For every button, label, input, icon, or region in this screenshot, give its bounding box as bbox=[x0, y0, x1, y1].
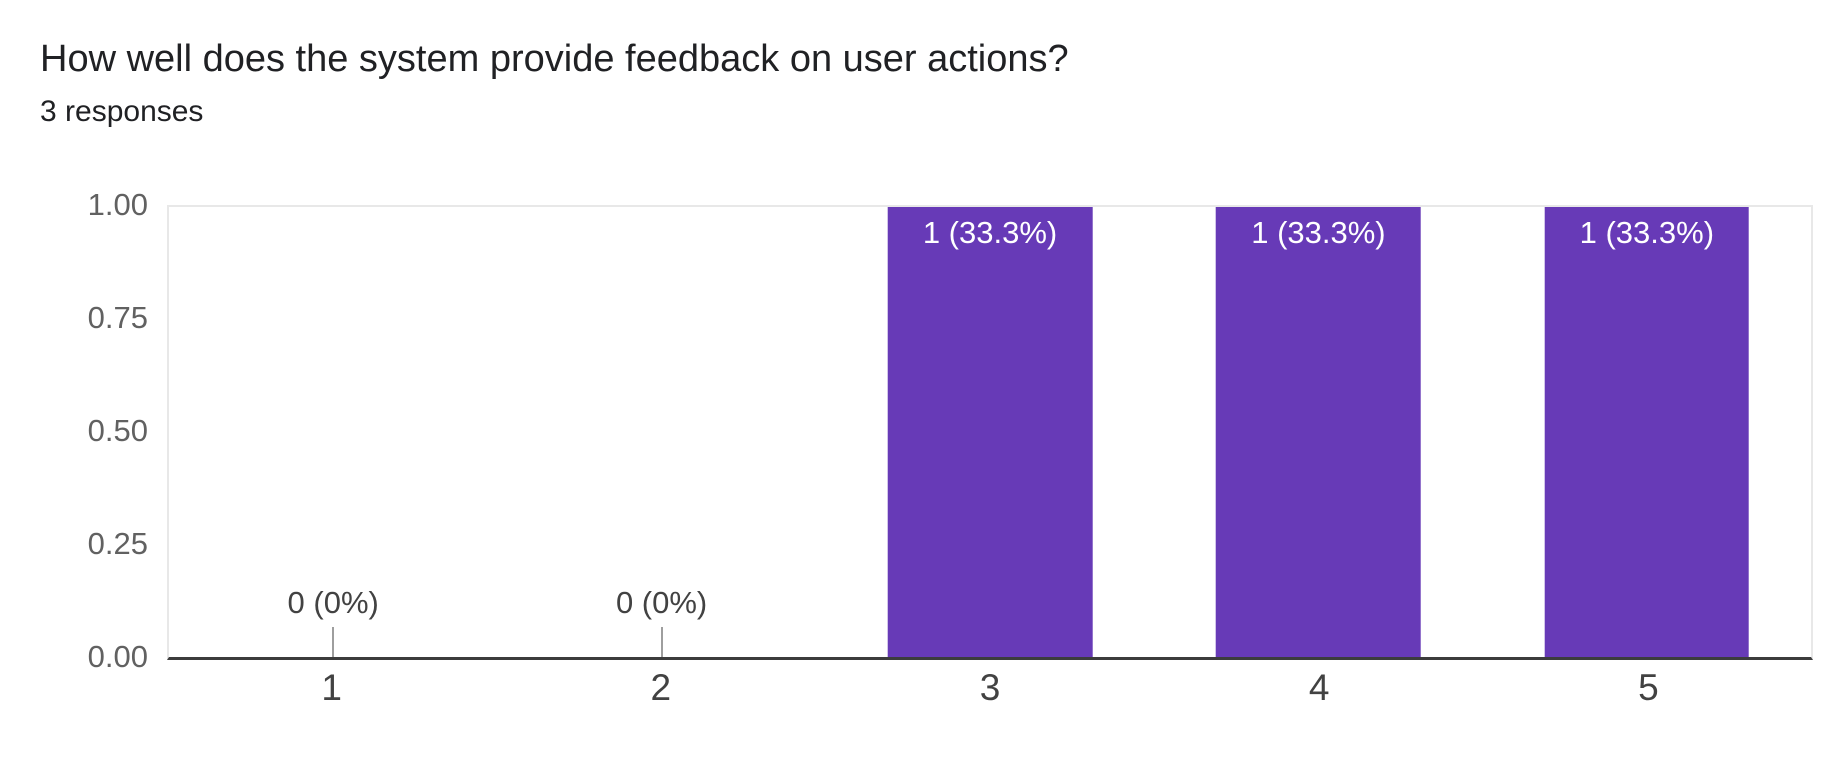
y-tick-label: 0.50 bbox=[87, 413, 148, 448]
y-tick-label: 0.75 bbox=[87, 300, 148, 335]
x-tick-label: 1 bbox=[321, 667, 342, 708]
bar-category-5[interactable]: 1 (33.3%) bbox=[1544, 207, 1750, 657]
y-tick-label: 0.00 bbox=[87, 639, 148, 674]
category-slot-2: 0 (0%) bbox=[497, 207, 825, 657]
bar-category-3[interactable]: 1 (33.3%) bbox=[887, 207, 1093, 657]
category-slot-5: 1 (33.3%) bbox=[1483, 207, 1811, 657]
bar-value-label: 1 (33.3%) bbox=[922, 215, 1058, 250]
plot-area: 0 (0%) 0 (0%) 1 (33.3%) 1 (33.3%) 1 (33.… bbox=[167, 205, 1813, 660]
bar-category-4[interactable]: 1 (33.3%) bbox=[1216, 207, 1421, 657]
category-slot-3: 1 (33.3%) bbox=[826, 207, 1154, 657]
zero-value-label: 0 (0%) bbox=[287, 585, 379, 620]
x-axis: 1 2 3 4 5 bbox=[167, 668, 1813, 708]
y-tick-label: 1.00 bbox=[87, 187, 148, 222]
x-tick-label: 5 bbox=[1638, 667, 1659, 708]
zero-value-label: 0 (0%) bbox=[615, 585, 708, 620]
category-slot-4: 1 (33.3%) bbox=[1154, 207, 1482, 657]
x-tick-label: 4 bbox=[1308, 667, 1330, 708]
zero-label-stem bbox=[332, 627, 335, 657]
zero-label-stem bbox=[660, 627, 663, 657]
question-title: How well does the system provide feedbac… bbox=[40, 38, 1069, 80]
y-tick-label: 0.25 bbox=[87, 526, 148, 561]
response-count: 3 responses bbox=[40, 95, 204, 128]
x-tick-label: 2 bbox=[650, 667, 672, 708]
category-slot-1: 0 (0%) bbox=[169, 207, 497, 657]
bar-value-label: 1 (33.3%) bbox=[1251, 215, 1386, 250]
bar-value-label: 1 (33.3%) bbox=[1579, 215, 1715, 250]
x-tick-label: 3 bbox=[979, 667, 1001, 708]
